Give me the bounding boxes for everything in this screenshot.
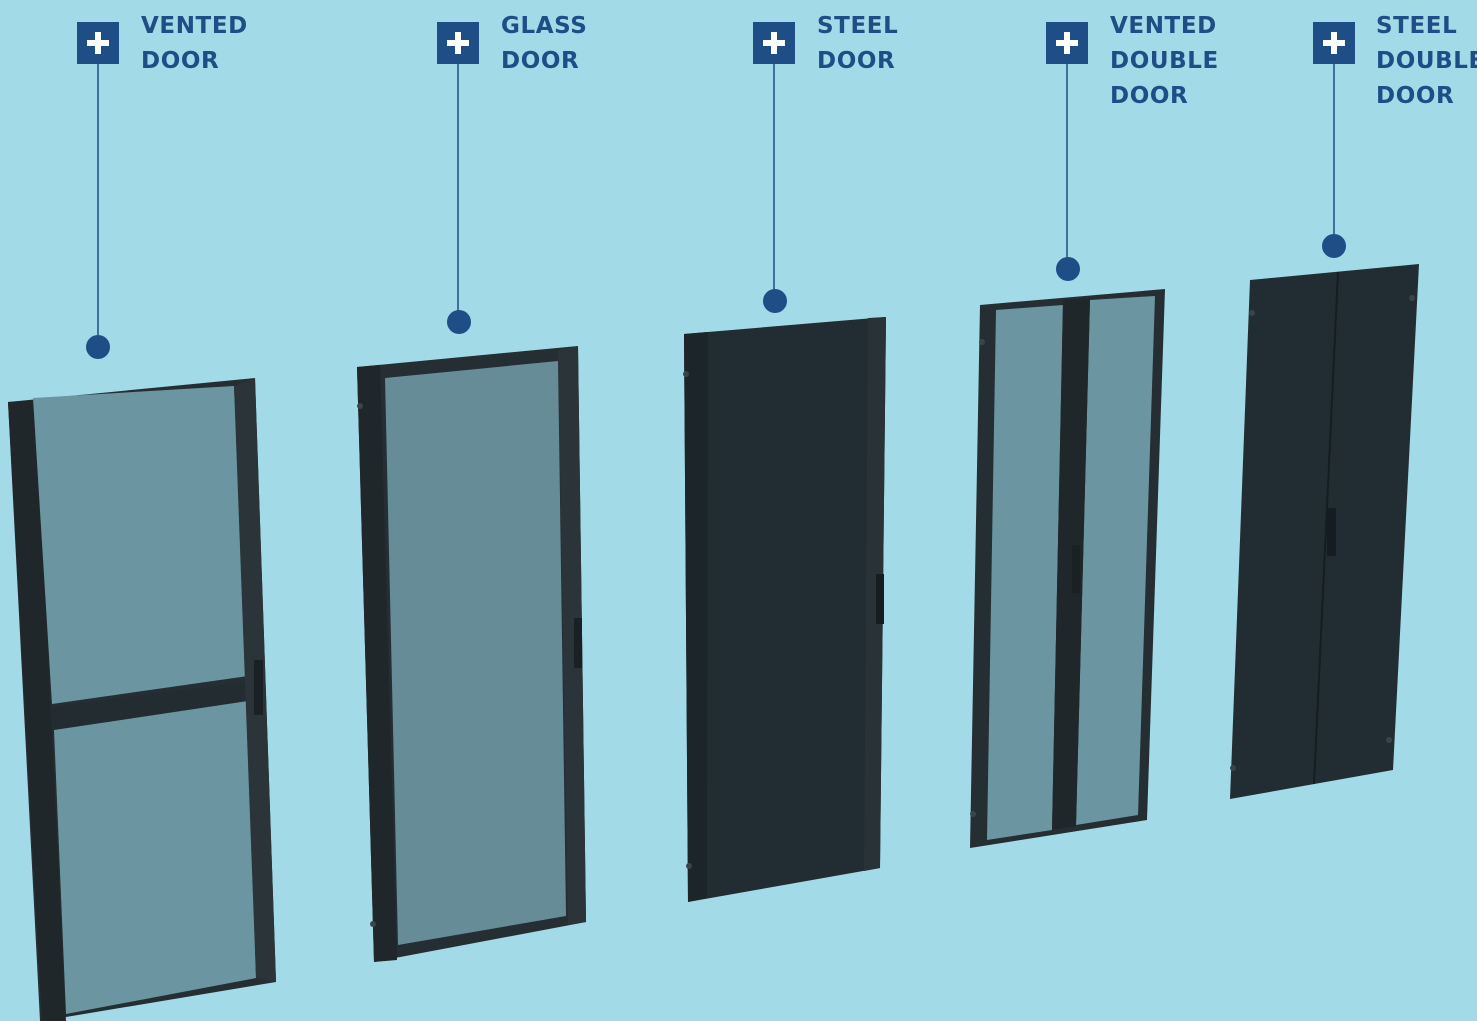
pin-steel-double-door[interactable] (1322, 234, 1346, 258)
steel-door-label[interactable]: STEEL DOOR (817, 13, 899, 74)
pin-vented-double-door[interactable] (1056, 257, 1080, 281)
pin-steel-door[interactable] (763, 289, 787, 313)
steel-double-door-image (1230, 264, 1419, 799)
vented-double-door-hotspot-button[interactable] (1046, 22, 1088, 64)
vented-door-image (8, 378, 276, 1021)
vented-double-door-image (970, 289, 1165, 848)
vented-double-door-label[interactable]: VENTED DOUBLE DOOR (1110, 13, 1219, 109)
steel-double-door-hotspot-button[interactable] (1313, 22, 1355, 64)
pin-vented-door[interactable] (86, 335, 110, 359)
steel-door-image (683, 317, 886, 902)
glass-door-image (357, 346, 586, 962)
glass-door-label[interactable]: GLASS DOOR (501, 13, 588, 74)
vented-door-label[interactable]: VENTED DOOR (141, 13, 248, 74)
pin-glass-door[interactable] (447, 310, 471, 334)
leader-lines (97, 64, 1335, 340)
vented-door-hotspot-button[interactable] (77, 22, 119, 64)
glass-door-hotspot-button[interactable] (437, 22, 479, 64)
steel-door-hotspot-button[interactable] (753, 22, 795, 64)
steel-double-door-label[interactable]: STEEL DOUBLE DOOR (1376, 13, 1477, 109)
